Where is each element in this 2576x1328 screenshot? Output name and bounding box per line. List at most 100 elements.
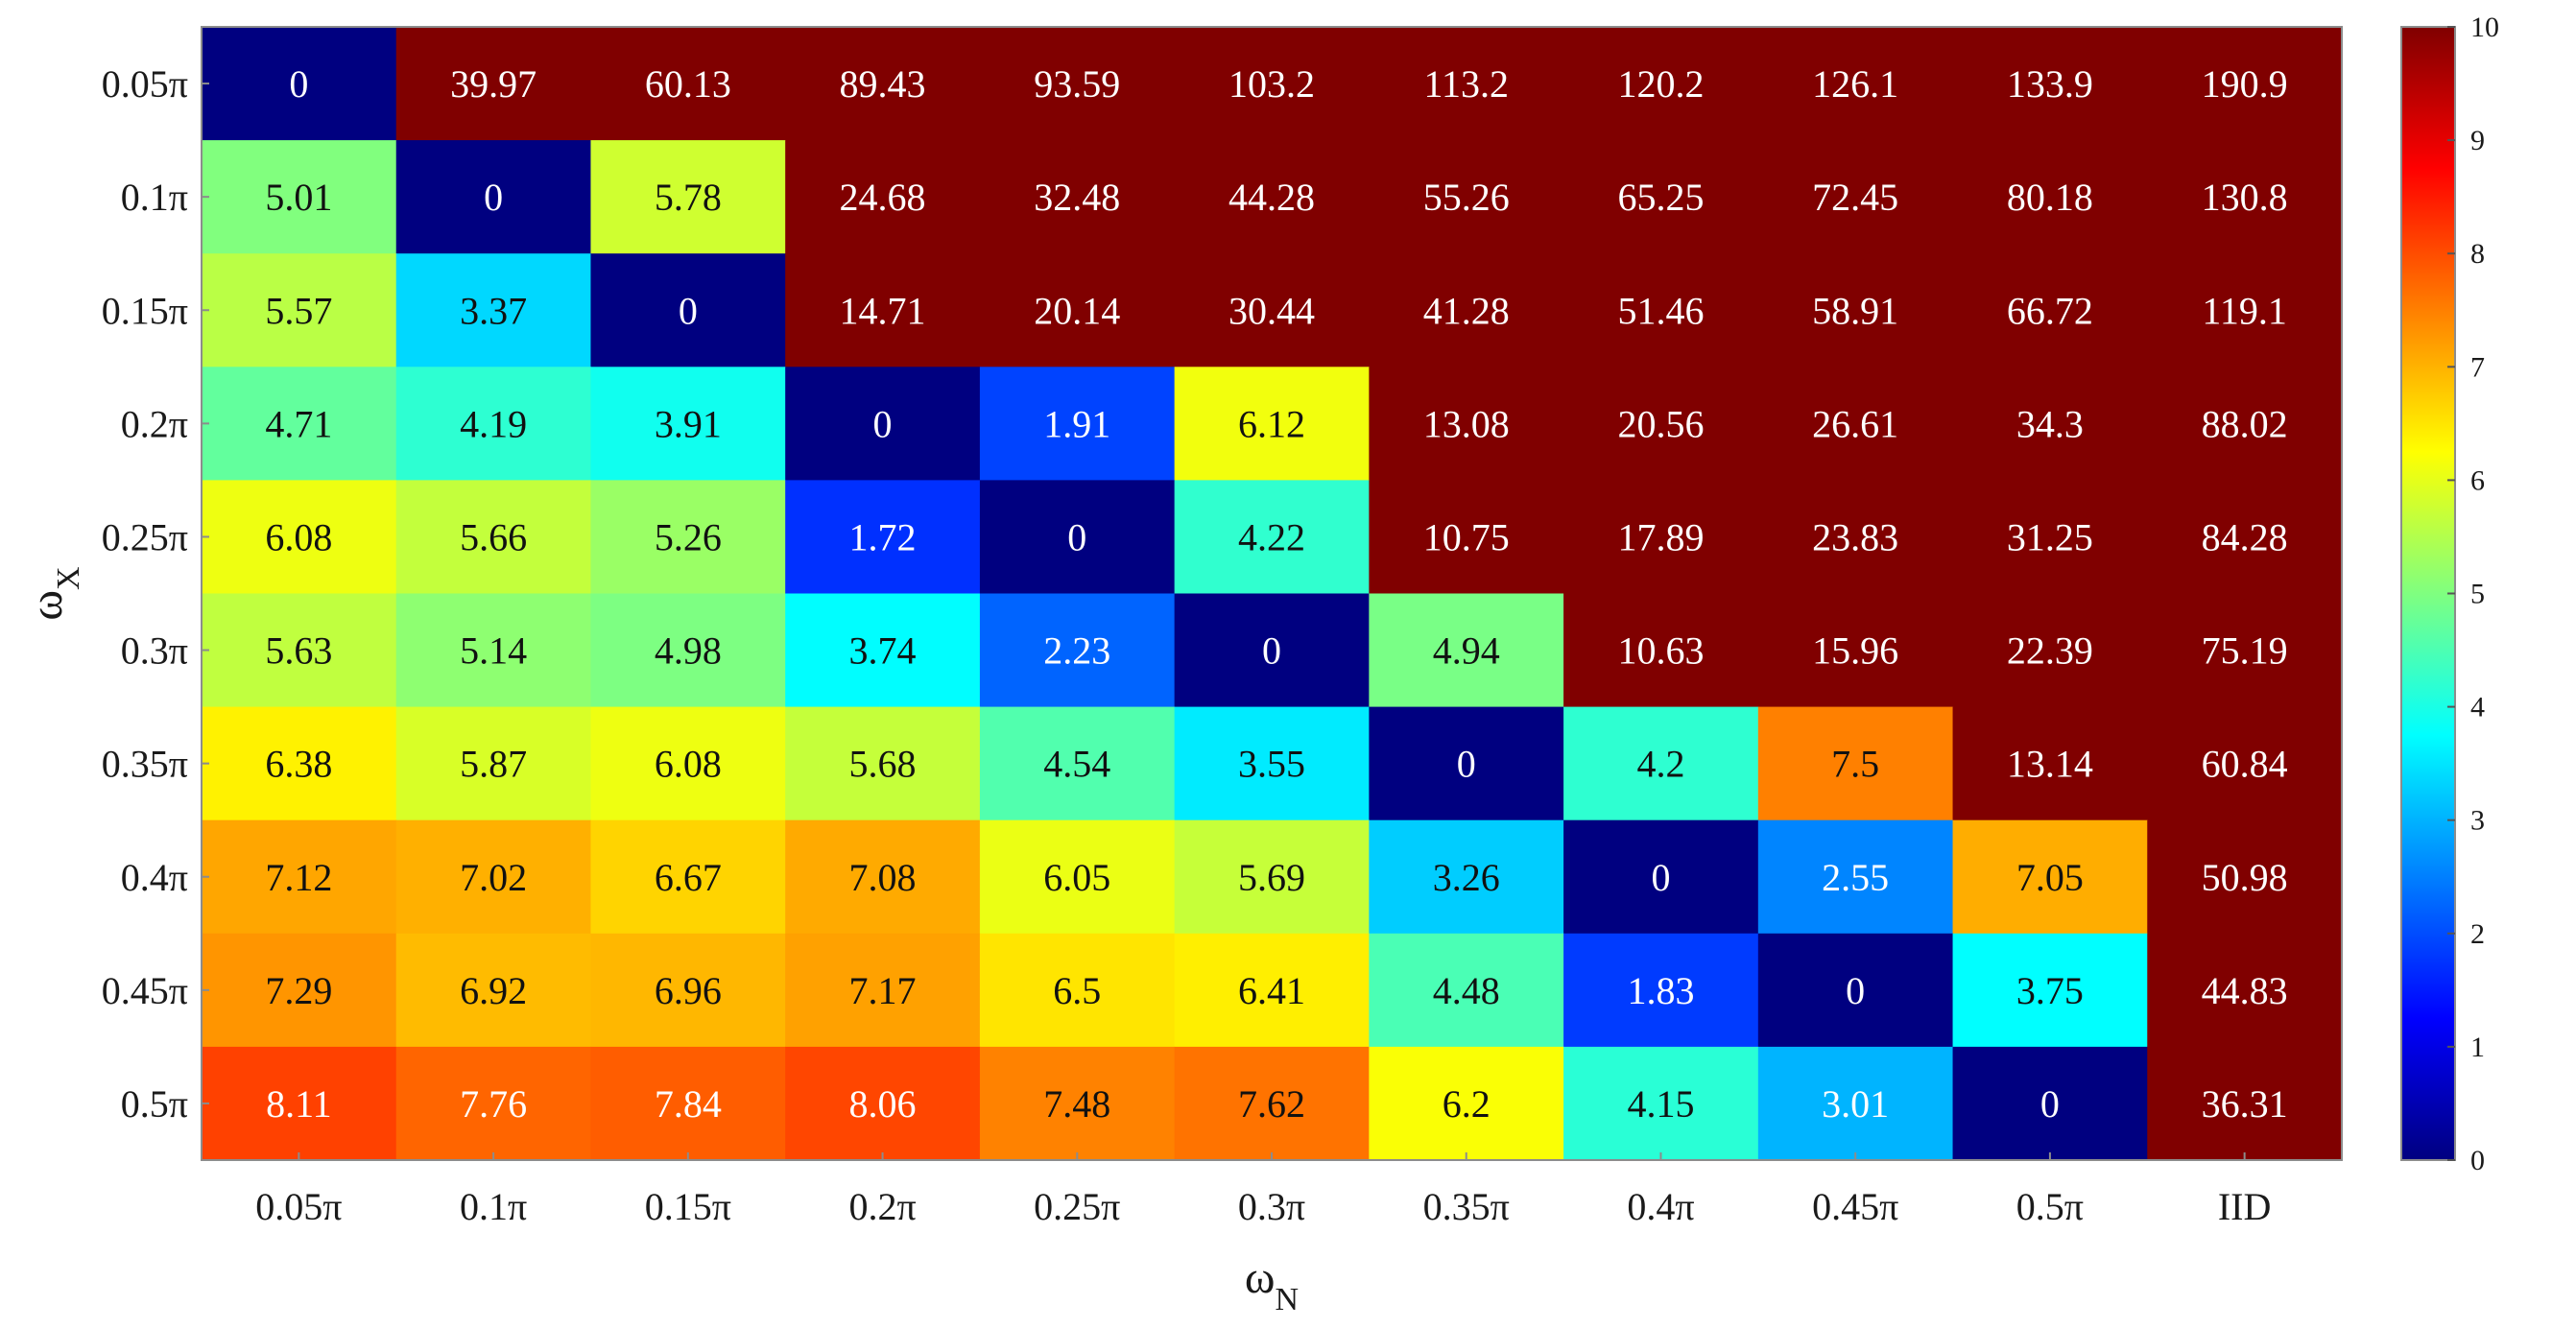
y-axis-label-subscript: X [51, 566, 86, 590]
y-tick-label-8: 0.45π [102, 969, 188, 1012]
heatmap-cell-r1-c9 [1952, 140, 2148, 254]
heatmap-cell-r6-c8 [1757, 706, 1954, 821]
cell-value-label-r7-c1: 7.02 [460, 856, 527, 899]
cell-value-label-r9-c7: 4.15 [1627, 1082, 1694, 1126]
cell-value-label-r9-c0: 8.11 [266, 1082, 332, 1126]
cell-value-label-r0-c10: 190.9 [2202, 62, 2288, 106]
colorbar [2400, 26, 2456, 1161]
heatmap-cell-r9-c10 [2147, 1046, 2343, 1161]
cell-value-label-r8-c6: 4.48 [1433, 969, 1500, 1012]
heatmap-cell-r4-c3 [785, 480, 981, 595]
heatmap-cell-r1-c4 [979, 140, 1176, 254]
cell-value-label-r7-c8: 2.55 [1822, 856, 1889, 899]
cell-value-label-r7-c0: 7.12 [265, 856, 332, 899]
heatmap-cell-r9-c3 [785, 1046, 981, 1161]
heatmap-cell-r7-c0 [202, 819, 397, 935]
cell-value-label-r4-c6: 10.75 [1423, 515, 1510, 558]
heatmap-cell-r6-c3 [785, 706, 981, 821]
colorbar-tick-label-1: 1 [2470, 1032, 2485, 1063]
heatmap-cell-r8-c10 [2147, 933, 2343, 1048]
cell-value-label-r0-c9: 133.9 [2007, 62, 2093, 106]
heatmap-cell-r5-c10 [2147, 593, 2343, 708]
cell-value-label-r0-c2: 60.13 [645, 62, 731, 106]
cell-value-label-r5-c10: 75.19 [2202, 629, 2288, 673]
heatmap-cell-r1-c5 [1174, 140, 1370, 254]
cell-value-label-r8-c1: 6.92 [460, 969, 527, 1012]
cell-value-label-r2-c9: 66.72 [2007, 289, 2093, 332]
heatmap-cell-r0-c1 [395, 27, 592, 141]
cell-value-label-r9-c8: 3.01 [1822, 1082, 1889, 1126]
heatmap-cell-r4-c7 [1563, 480, 1759, 595]
cell-value-label-r8-c0: 7.29 [265, 969, 332, 1012]
cell-value-label-r1-c1: 0 [484, 176, 503, 219]
heatmap-cell-r7-c9 [1952, 819, 2148, 935]
y-tick-label-0: 0.05π [102, 62, 188, 106]
heatmap-cell-r2-c0 [202, 253, 397, 368]
cell-value-label-r3-c9: 34.3 [2016, 402, 2084, 445]
heatmap-cell-r8-c1 [395, 933, 592, 1048]
cell-value-label-r7-c6: 3.26 [1433, 856, 1500, 899]
heatmap-cell-r4-c2 [590, 480, 786, 595]
heatmap-cell-r8-c0 [202, 933, 397, 1048]
heatmap-cell-r2-c10 [2147, 253, 2343, 368]
cell-value-label-r5-c5: 0 [1262, 629, 1281, 673]
colorbar-ticks: 0 1 2 3 4 5 6 7 8 9 10 [2447, 12, 2499, 1176]
cell-value-label-r2-c7: 51.46 [1617, 289, 1704, 332]
cell-value-label-r0-c1: 39.97 [450, 62, 537, 106]
cell-value-label-r5-c2: 4.98 [655, 629, 722, 673]
x-tick-label-2: 0.15π [645, 1185, 731, 1228]
heatmap-cell-r8-c3 [785, 933, 981, 1048]
heatmap-cell-r2-c9 [1952, 253, 2148, 368]
heatmap-cell-r9-c4 [979, 1046, 1176, 1161]
cell-value-label-r2-c1: 3.37 [460, 289, 527, 332]
cell-value-label-r0-c7: 120.2 [1617, 62, 1704, 106]
heatmap-cell-r1-c7 [1563, 140, 1759, 254]
heatmap-cell-r2-c5 [1174, 253, 1370, 368]
heatmap-cell-r3-c1 [395, 367, 592, 481]
cell-value-label-r1-c8: 72.45 [1812, 176, 1898, 219]
x-tick-label-10: IID [2218, 1185, 2272, 1228]
cell-value-label-r4-c7: 17.89 [1617, 515, 1704, 558]
heatmap-cell-r2-c4 [979, 253, 1176, 368]
cell-value-label-r1-c6: 55.26 [1423, 176, 1510, 219]
colorbar-tick-label-2: 2 [2470, 918, 2485, 950]
heatmap-cell-r7-c1 [395, 819, 592, 935]
heatmap-cell-r0-c4 [979, 27, 1176, 141]
heatmap-cell-r9-c5 [1174, 1046, 1370, 1161]
cell-value-label-r0-c4: 93.59 [1034, 62, 1120, 106]
colorbar-tick-label-6: 6 [2470, 464, 2485, 496]
cell-value-label-r7-c3: 7.08 [849, 856, 917, 899]
y-axis-label: ωX [21, 566, 86, 620]
cell-value-label-r0-c3: 89.43 [840, 62, 926, 106]
cell-value-label-r3-c3: 0 [873, 402, 893, 445]
y-tick-label-3: 0.2π [121, 402, 188, 445]
heatmap-cell-r3-c2 [590, 367, 786, 481]
heatmap-cell-r1-c8 [1757, 140, 1954, 254]
cell-value-label-r4-c10: 84.28 [2202, 515, 2288, 558]
cell-value-label-r4-c1: 5.66 [460, 515, 527, 558]
cell-value-label-r8-c4: 6.5 [1053, 969, 1101, 1012]
heatmap-cell-r7-c6 [1369, 819, 1564, 935]
colorbar-tick-label-3: 3 [2470, 805, 2485, 837]
x-tick-label-0: 0.05π [255, 1185, 342, 1228]
cell-value-label-r3-c7: 20.56 [1617, 402, 1704, 445]
cell-value-label-r3-c6: 13.08 [1423, 402, 1510, 445]
cell-value-label-r2-c10: 119.1 [2202, 289, 2287, 332]
cell-value-label-r5-c9: 22.39 [2007, 629, 2093, 673]
heatmap-cell-r7-c2 [590, 819, 786, 935]
cell-value-label-r9-c6: 6.2 [1443, 1082, 1491, 1126]
colorbar-tick-label-4: 4 [2470, 692, 2485, 723]
heatmap-cell-r0-c6 [1369, 27, 1564, 141]
heatmap-cell-r5-c7 [1563, 593, 1759, 708]
heatmap-cell-r9-c8 [1757, 1046, 1954, 1161]
x-tick-label-1: 0.1π [460, 1185, 527, 1228]
heatmap-cell-r9-c6 [1369, 1046, 1564, 1161]
cell-value-label-r9-c5: 7.62 [1238, 1082, 1305, 1126]
cell-value-label-r9-c4: 7.48 [1043, 1082, 1110, 1126]
cell-value-label-r1-c7: 65.25 [1617, 176, 1704, 219]
heatmap-cell-r6-c4 [979, 706, 1176, 821]
cell-value-label-r6-c0: 6.38 [265, 743, 332, 786]
heatmap-cell-r7-c8 [1757, 819, 1954, 935]
heatmap-cell-r8-c7 [1563, 933, 1759, 1048]
